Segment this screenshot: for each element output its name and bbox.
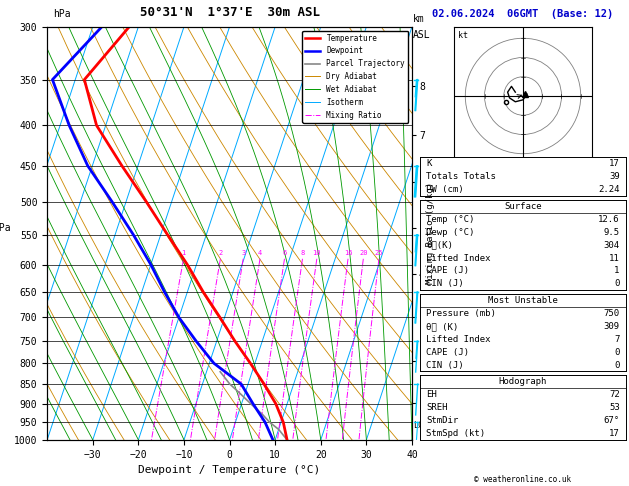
Text: 17: 17 <box>609 159 620 169</box>
Text: Most Unstable: Most Unstable <box>488 296 558 305</box>
Text: EH: EH <box>426 390 437 399</box>
Text: CIN (J): CIN (J) <box>426 361 464 369</box>
Text: StmSpd (kt): StmSpd (kt) <box>426 429 486 438</box>
Text: 20: 20 <box>359 250 367 256</box>
Text: Surface: Surface <box>504 202 542 211</box>
Y-axis label: hPa: hPa <box>0 223 11 233</box>
Text: 25: 25 <box>375 250 383 256</box>
Text: 8: 8 <box>301 250 304 256</box>
Text: CIN (J): CIN (J) <box>426 279 464 288</box>
Text: kt: kt <box>458 31 468 40</box>
Text: Lifted Index: Lifted Index <box>426 335 491 344</box>
Text: 39: 39 <box>609 173 620 181</box>
Text: 02.06.2024  06GMT  (Base: 12): 02.06.2024 06GMT (Base: 12) <box>432 9 614 19</box>
Text: Temp (°C): Temp (°C) <box>426 215 475 224</box>
Text: 72: 72 <box>609 390 620 399</box>
Text: K: K <box>426 159 431 169</box>
Text: 7: 7 <box>615 335 620 344</box>
Text: 1: 1 <box>615 266 620 276</box>
Text: hPa: hPa <box>53 9 71 19</box>
Text: 750: 750 <box>604 309 620 318</box>
Text: Totals Totals: Totals Totals <box>426 173 496 181</box>
Text: 12.6: 12.6 <box>598 215 620 224</box>
Text: 0: 0 <box>615 279 620 288</box>
Text: 50°31'N  1°37'E  30m ASL: 50°31'N 1°37'E 30m ASL <box>140 6 320 19</box>
Text: StmDir: StmDir <box>426 416 459 425</box>
Text: 309: 309 <box>604 322 620 331</box>
Text: 2: 2 <box>218 250 223 256</box>
Text: SREH: SREH <box>426 403 448 412</box>
Text: 3: 3 <box>241 250 245 256</box>
Text: Dewp (°C): Dewp (°C) <box>426 228 475 237</box>
Text: Hodograph: Hodograph <box>499 377 547 386</box>
Text: 304: 304 <box>604 241 620 250</box>
Text: LCL: LCL <box>413 421 428 430</box>
Text: 4: 4 <box>258 250 262 256</box>
Text: 11: 11 <box>609 254 620 262</box>
Text: © weatheronline.co.uk: © weatheronline.co.uk <box>474 474 572 484</box>
Text: ASL: ASL <box>413 30 431 40</box>
Text: CAPE (J): CAPE (J) <box>426 347 469 357</box>
Text: 0: 0 <box>615 361 620 369</box>
Text: θᴇ(K): θᴇ(K) <box>426 241 454 250</box>
Text: CAPE (J): CAPE (J) <box>426 266 469 276</box>
Text: PW (cm): PW (cm) <box>426 185 464 194</box>
Text: 9.5: 9.5 <box>604 228 620 237</box>
Text: 67°: 67° <box>604 416 620 425</box>
Legend: Temperature, Dewpoint, Parcel Trajectory, Dry Adiabat, Wet Adiabat, Isotherm, Mi: Temperature, Dewpoint, Parcel Trajectory… <box>302 31 408 122</box>
Text: 0: 0 <box>615 347 620 357</box>
X-axis label: Dewpoint / Temperature (°C): Dewpoint / Temperature (°C) <box>138 465 321 475</box>
Text: 2.24: 2.24 <box>598 185 620 194</box>
Text: 1: 1 <box>181 250 186 256</box>
Text: 16: 16 <box>344 250 352 256</box>
Text: 17: 17 <box>609 429 620 438</box>
Text: km: km <box>413 14 425 24</box>
Text: 10: 10 <box>313 250 321 256</box>
Text: Mixing Ratio (g/kg): Mixing Ratio (g/kg) <box>426 182 435 284</box>
Text: Lifted Index: Lifted Index <box>426 254 491 262</box>
Text: 53: 53 <box>609 403 620 412</box>
Text: Pressure (mb): Pressure (mb) <box>426 309 496 318</box>
Text: θᴇ (K): θᴇ (K) <box>426 322 459 331</box>
Text: 6: 6 <box>282 250 287 256</box>
